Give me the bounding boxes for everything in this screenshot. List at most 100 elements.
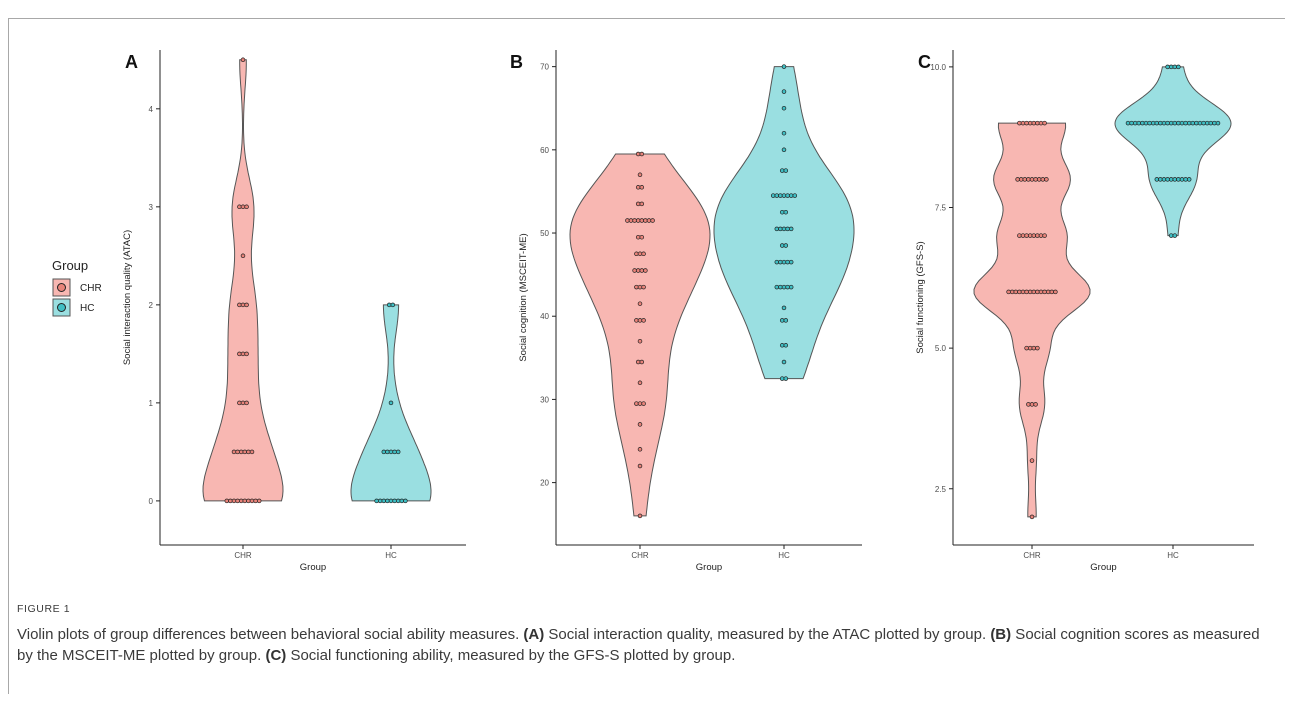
data-point-hc bbox=[1201, 120, 1206, 126]
data-point-chr bbox=[244, 204, 249, 210]
data-point-chr bbox=[1049, 289, 1055, 295]
data-point-hc bbox=[779, 376, 785, 381]
data-point-chr bbox=[637, 251, 643, 257]
data-point-chr bbox=[1024, 120, 1029, 126]
data-point-chr bbox=[632, 218, 637, 223]
data-point-hc bbox=[783, 243, 789, 248]
data-point-hc bbox=[779, 318, 785, 323]
data-point-chr bbox=[240, 204, 246, 210]
data-point-chr bbox=[1031, 289, 1037, 295]
data-point-hc bbox=[388, 400, 394, 406]
data-point-chr bbox=[1031, 345, 1037, 351]
data-point-hc bbox=[1140, 120, 1145, 126]
x-axis-label: Group bbox=[1090, 562, 1116, 573]
data-point-chr bbox=[235, 498, 240, 504]
data-point-hc bbox=[785, 193, 790, 198]
data-point-chr bbox=[1024, 233, 1029, 238]
data-point-chr bbox=[1042, 289, 1047, 295]
data-point-hc bbox=[374, 498, 379, 504]
data-point-hc bbox=[1132, 120, 1138, 126]
data-point-chr bbox=[256, 498, 262, 504]
data-point-hc bbox=[392, 498, 397, 504]
data-point-chr bbox=[1035, 345, 1040, 351]
data-point-chr bbox=[1017, 120, 1022, 126]
data-point-chr bbox=[639, 359, 645, 365]
data-point-chr bbox=[1033, 177, 1038, 182]
data-point-hc bbox=[788, 284, 794, 290]
panel-A: A 0 1 2 3 4 Social interaction quality (ATAC) C… bbox=[122, 50, 466, 573]
data-point-chr bbox=[637, 422, 643, 427]
data-point-hc bbox=[390, 302, 396, 308]
data-point-hc bbox=[1125, 120, 1131, 126]
data-point-hc bbox=[778, 284, 783, 290]
data-point-chr bbox=[1031, 233, 1037, 238]
caption-panel-marker: (A) bbox=[523, 626, 545, 643]
data-point-hc bbox=[774, 284, 780, 290]
data-point-hc bbox=[1168, 120, 1174, 126]
data-point-chr bbox=[646, 218, 652, 223]
figure-label: FIGURE 1 bbox=[17, 603, 71, 615]
data-point-hc bbox=[1197, 120, 1203, 126]
data-point-hc bbox=[1208, 120, 1214, 126]
data-point-chr bbox=[639, 234, 645, 240]
data-point-chr bbox=[1035, 233, 1040, 238]
data-point-hc bbox=[778, 259, 783, 265]
data-point-hc bbox=[781, 259, 787, 265]
data-point-chr bbox=[1033, 402, 1038, 407]
data-point-hc bbox=[781, 284, 787, 290]
data-point-hc bbox=[395, 498, 401, 504]
data-point-chr bbox=[637, 284, 643, 290]
data-point-chr bbox=[628, 218, 634, 223]
data-point-chr bbox=[237, 400, 242, 406]
data-point-hc bbox=[781, 226, 787, 232]
data-point-hc bbox=[1172, 64, 1178, 70]
data-point-hc bbox=[1176, 177, 1181, 182]
data-point-hc bbox=[781, 64, 787, 69]
data-point-chr bbox=[1038, 289, 1044, 295]
data-point-chr bbox=[634, 401, 639, 406]
data-point-chr bbox=[641, 401, 646, 406]
panel-letter: C bbox=[918, 52, 931, 72]
data-point-hc bbox=[1168, 233, 1174, 238]
data-point-hc bbox=[1158, 177, 1163, 182]
data-point-chr bbox=[249, 449, 255, 455]
caption-panel-marker: (C) bbox=[265, 647, 287, 664]
x-tick-label: HC bbox=[385, 551, 397, 560]
y-tick-label: 10.0 bbox=[930, 63, 946, 72]
data-point-chr bbox=[634, 318, 639, 323]
data-point-hc bbox=[392, 449, 397, 455]
data-point-hc bbox=[788, 226, 794, 232]
data-point-chr bbox=[1022, 177, 1028, 182]
data-point-hc bbox=[1176, 120, 1181, 126]
data-point-chr bbox=[1035, 120, 1040, 126]
data-point-hc bbox=[1176, 64, 1181, 70]
data-point-hc bbox=[1190, 120, 1196, 126]
data-point-chr bbox=[1017, 289, 1022, 295]
data-point-chr bbox=[1020, 289, 1026, 295]
data-point-hc bbox=[1183, 177, 1188, 182]
data-point-hc bbox=[377, 498, 383, 504]
data-point-chr bbox=[1029, 402, 1035, 407]
data-point-hc bbox=[781, 105, 787, 111]
data-point-hc bbox=[785, 226, 790, 232]
data-point-hc bbox=[1186, 177, 1192, 182]
data-point-chr bbox=[1017, 233, 1022, 238]
y-tick-label: 3 bbox=[149, 203, 154, 212]
data-point-chr bbox=[1027, 120, 1033, 126]
data-point-chr bbox=[1006, 289, 1011, 295]
data-point-chr bbox=[240, 253, 246, 259]
data-point-hc bbox=[781, 130, 787, 136]
x-tick-label: HC bbox=[1167, 551, 1179, 560]
data-point-hc bbox=[1143, 120, 1149, 126]
data-point-hc bbox=[792, 193, 798, 198]
data-point-hc bbox=[774, 259, 780, 265]
data-point-hc bbox=[783, 376, 789, 381]
data-point-hc bbox=[1147, 120, 1152, 126]
data-point-chr bbox=[639, 151, 645, 157]
y-tick-label: 40 bbox=[540, 312, 549, 321]
legend-label-chr: CHR bbox=[80, 283, 102, 294]
data-point-hc bbox=[1172, 120, 1178, 126]
data-point-chr bbox=[639, 185, 645, 190]
data-point-hc bbox=[399, 498, 405, 504]
violin-chr bbox=[569, 153, 711, 517]
